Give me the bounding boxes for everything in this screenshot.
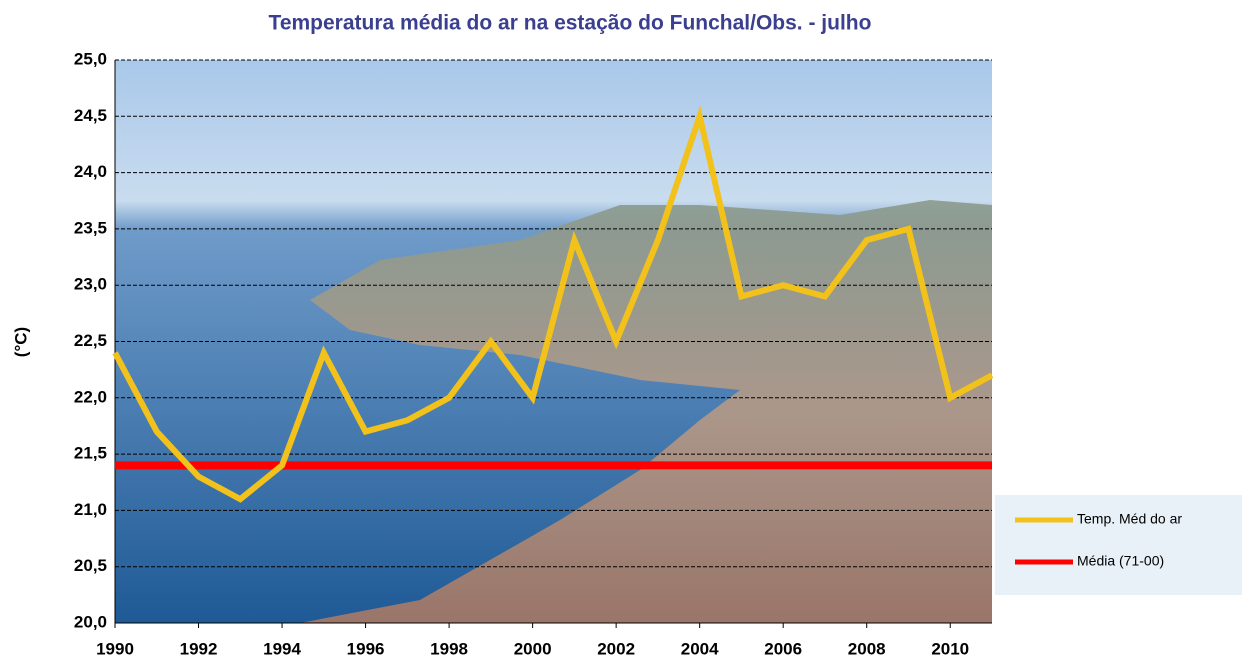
legend-label: Temp. Méd do ar [1077,511,1182,527]
x-tick-label: 2010 [931,639,969,658]
legend-label: Média (71-00) [1077,553,1164,569]
y-tick-label: 21,0 [74,500,107,519]
y-tick-label: 24,0 [74,162,107,181]
x-tick-label: 1994 [263,639,301,658]
x-tick-label: 2008 [848,639,886,658]
x-tick-label: 1992 [180,639,218,658]
x-tick-label: 1998 [430,639,468,658]
y-tick-label: 25,0 [74,49,107,68]
y-tick-label: 24,5 [74,106,107,125]
y-tick-label: 22,0 [74,387,107,406]
y-axis-label: (°C) [11,327,30,357]
x-tick-label: 1990 [96,639,134,658]
x-tick-label: 2000 [514,639,552,658]
y-tick-label: 23,0 [74,275,107,294]
y-tick-label: 20,5 [74,556,107,575]
x-tick-label: 1996 [347,639,385,658]
y-tick-label: 23,5 [74,218,107,237]
x-tick-label: 2006 [764,639,802,658]
y-tick-label: 21,5 [74,444,107,463]
chart-title: Temperatura média do ar na estação do Fu… [269,12,872,35]
y-tick-label: 22,5 [74,331,107,350]
x-tick-label: 2002 [597,639,635,658]
chart: Temperatura média do ar na estação do Fu… [0,0,1242,664]
x-tick-label: 2004 [681,639,719,658]
y-tick-label: 20,0 [74,612,107,631]
